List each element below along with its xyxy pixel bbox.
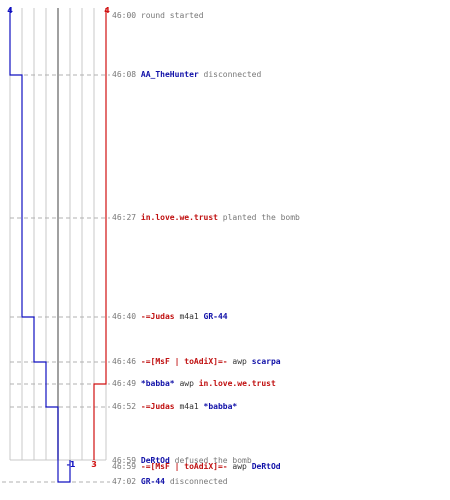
player-name[interactable]: GR-44 bbox=[140, 477, 165, 486]
player-name[interactable]: DeRtOd bbox=[251, 462, 281, 471]
event-dash-lines bbox=[2, 74, 110, 483]
event-time: 46:27 bbox=[112, 213, 141, 222]
red-count-bottom-label: 3 bbox=[91, 460, 97, 469]
weapon-name: awp bbox=[227, 357, 252, 366]
event-row: 46:00 round started bbox=[112, 11, 204, 21]
player-name[interactable]: in.love.we.trust bbox=[140, 213, 218, 222]
player-name[interactable]: -=Judas bbox=[140, 402, 175, 411]
player-name[interactable]: DeRtOd bbox=[140, 456, 170, 465]
red-team-alive-line bbox=[93, 8, 107, 460]
weapon-name: awp bbox=[174, 379, 199, 388]
event-row: 46:59 -=[MsF | toAdiX]=- awp DeRtOd bbox=[112, 462, 281, 472]
player-name[interactable]: -=[MsF | toAdiX]=- bbox=[140, 462, 228, 471]
event-text: defused the bomb bbox=[169, 456, 252, 465]
event-row: 46:40 -=Judas m4a1 GR-44 bbox=[112, 312, 228, 322]
event-row: 47:02 GR-44 disconnected bbox=[112, 477, 228, 487]
event-text: disconnected bbox=[198, 70, 262, 79]
weapon-name: m4a1 bbox=[174, 402, 204, 411]
event-row: 46:59 DeRtOd defused the bomb bbox=[112, 456, 252, 466]
red-count-top-label: 4 bbox=[104, 6, 110, 15]
event-time: 46:40 bbox=[112, 312, 141, 321]
event-row: 46:49 *babba* awp in.love.we.trust bbox=[112, 379, 276, 389]
player-name[interactable]: in.love.we.trust bbox=[198, 379, 276, 388]
event-time: 46:59 bbox=[112, 456, 141, 465]
blue-count-bottom-label: -1 bbox=[67, 460, 76, 469]
event-time: 46:08 bbox=[112, 70, 141, 79]
weapon-name: awp bbox=[227, 462, 252, 471]
event-time: 46:59 bbox=[112, 462, 141, 471]
event-row: 46:27 in.love.we.trust planted the bomb bbox=[112, 213, 300, 223]
event-row: 46:52 -=Judas m4a1 *babba* bbox=[112, 402, 237, 412]
player-name[interactable]: scarpa bbox=[251, 357, 281, 366]
event-time: 46:00 bbox=[112, 11, 141, 20]
event-time: 47:02 bbox=[112, 477, 141, 486]
event-text: round started bbox=[140, 11, 204, 20]
player-name[interactable]: -=[MsF | toAdiX]=- bbox=[140, 357, 228, 366]
blue-count-top-label: 4 bbox=[7, 6, 13, 15]
player-name[interactable]: *babba* bbox=[140, 379, 175, 388]
timeline-grid bbox=[9, 8, 107, 461]
round-timeline-graph: 4 4 -1 3 bbox=[2, 6, 110, 483]
player-name[interactable]: *babba* bbox=[203, 402, 238, 411]
event-text: planted the bomb bbox=[217, 213, 300, 222]
blue-team-alive-line bbox=[9, 8, 71, 483]
event-time: 46:49 bbox=[112, 379, 141, 388]
player-name[interactable]: GR-44 bbox=[203, 312, 228, 321]
event-row: 46:46 -=[MsF | toAdiX]=- awp scarpa bbox=[112, 357, 281, 367]
event-time: 46:46 bbox=[112, 357, 141, 366]
event-text: disconnected bbox=[165, 477, 228, 486]
weapon-name: m4a1 bbox=[174, 312, 204, 321]
event-row: 46:08 AA_TheHunter disconnected bbox=[112, 70, 261, 80]
player-name[interactable]: -=Judas bbox=[140, 312, 175, 321]
player-name[interactable]: AA_TheHunter bbox=[140, 70, 199, 79]
event-time: 46:52 bbox=[112, 402, 141, 411]
